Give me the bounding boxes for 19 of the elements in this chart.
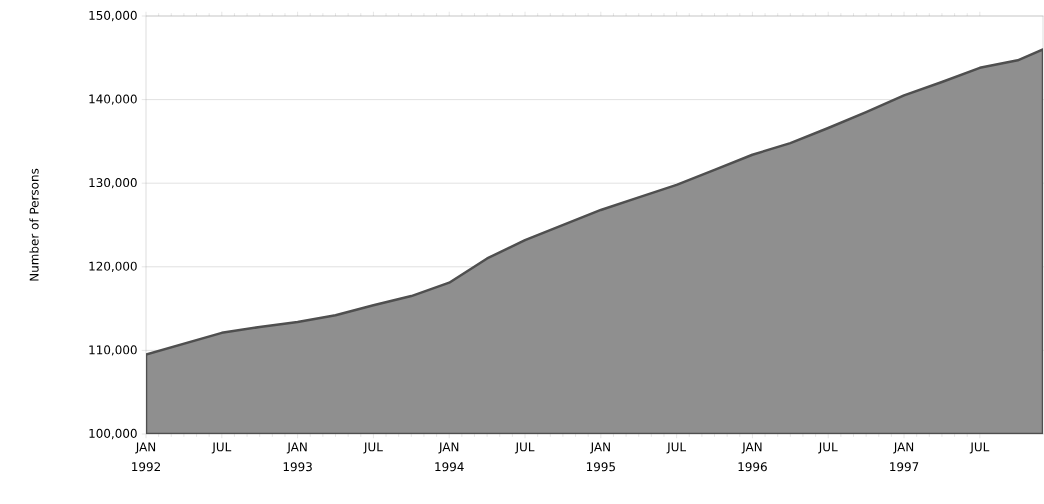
x-tick-label: JAN 1997 [890,442,919,472]
x-tick-label: JUL [211,442,232,454]
x-tick-label: JUL [363,442,383,454]
x-tick-label: JAN 1993 [283,442,312,472]
y-axis-title: Number of Persons [29,168,39,281]
x-tick-label: JUL [818,442,838,454]
y-tick-label: 120,000 [89,261,137,272]
y-tick-label: 150,000 [89,10,137,22]
x-tick-label: JAN 1994 [435,442,464,472]
x-tick-label: JAN 1992 [132,442,160,472]
x-tick-label: JUL [514,442,535,454]
x-tick-label: JAN 1996 [738,442,767,472]
y-tick-label: 100,000 [89,428,137,440]
y-tick-label: 140,000 [89,94,137,105]
x-tick-label: JUL [969,442,990,454]
y-tick-label: 130,000 [89,178,137,189]
x-tick-label: JAN 1995 [586,442,615,472]
y-tick-label: 110,000 [89,345,137,356]
x-tick-label: JUL [666,442,687,454]
